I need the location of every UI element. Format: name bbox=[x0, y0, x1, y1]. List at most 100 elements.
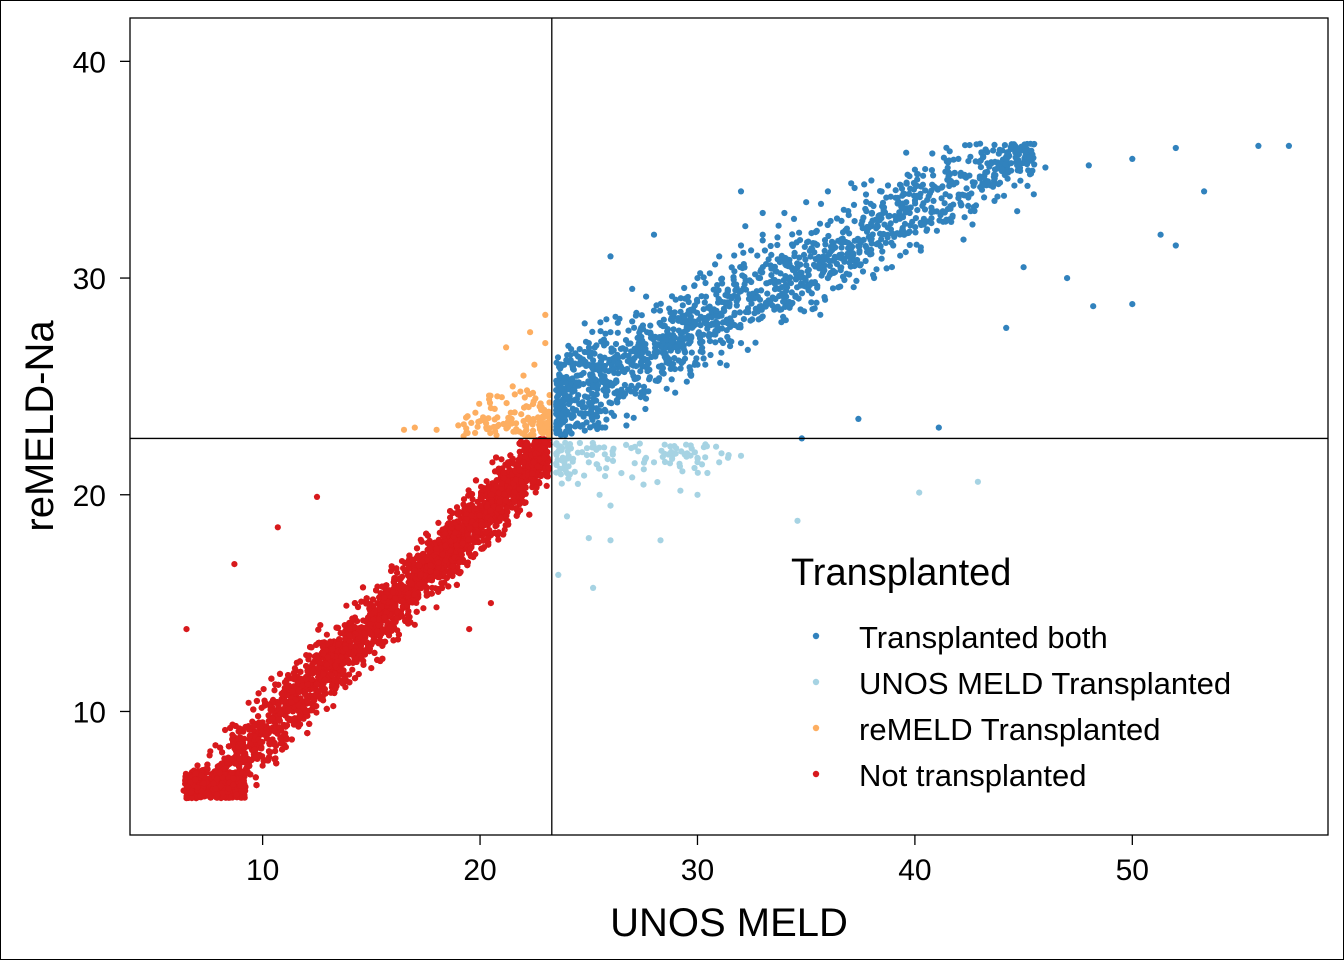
point-not-transplanted bbox=[447, 547, 454, 555]
point-unos-meld-transplanted bbox=[594, 461, 601, 468]
point-not-transplanted bbox=[303, 675, 310, 683]
point-not-transplanted bbox=[356, 647, 363, 654]
point-not-transplanted bbox=[453, 581, 460, 589]
point-unos-meld-transplanted bbox=[679, 468, 686, 475]
point-unos-meld-transplanted bbox=[601, 451, 608, 458]
point-not-transplanted bbox=[358, 655, 365, 662]
point-not-transplanted bbox=[304, 730, 311, 737]
point-transplanted-both bbox=[879, 248, 886, 255]
point-not-transplanted bbox=[257, 739, 264, 747]
point-remeld-transplanted bbox=[464, 413, 471, 420]
point-remeld-transplanted bbox=[495, 421, 502, 428]
point-unos-meld-transplanted bbox=[716, 459, 723, 466]
point-unos-meld-transplanted bbox=[618, 470, 625, 477]
point-not-transplanted bbox=[212, 742, 219, 749]
point-unos-meld-transplanted bbox=[553, 441, 560, 448]
point-not-transplanted bbox=[200, 780, 207, 787]
point-not-transplanted bbox=[495, 489, 502, 497]
point-not-transplanted bbox=[273, 760, 280, 767]
point-not-transplanted bbox=[183, 771, 190, 778]
point-not-transplanted bbox=[270, 740, 277, 748]
point-not-transplanted bbox=[411, 567, 418, 574]
point-not-transplanted bbox=[317, 659, 324, 666]
point-not-transplanted bbox=[433, 569, 440, 576]
point-remeld-transplanted bbox=[474, 423, 481, 430]
point-transplanted-both bbox=[736, 309, 744, 316]
point-not-transplanted bbox=[501, 491, 508, 498]
point-not-transplanted bbox=[230, 781, 237, 789]
point-not-transplanted bbox=[330, 703, 337, 710]
point-not-transplanted bbox=[252, 774, 259, 781]
point-not-transplanted bbox=[455, 508, 462, 515]
point-not-transplanted bbox=[522, 453, 529, 460]
point-not-transplanted bbox=[263, 757, 270, 764]
point-not-transplanted bbox=[358, 598, 365, 605]
point-remeld-transplanted bbox=[468, 419, 475, 426]
point-not-transplanted bbox=[433, 545, 440, 553]
point-not-transplanted bbox=[487, 507, 494, 514]
point-remeld-transplanted bbox=[546, 399, 553, 406]
point-not-transplanted bbox=[260, 686, 267, 693]
point-not-transplanted bbox=[533, 484, 540, 491]
point-not-transplanted bbox=[500, 469, 507, 476]
point-unos-meld-transplanted bbox=[583, 452, 591, 459]
point-not-transplanted bbox=[277, 727, 285, 734]
point-not-transplanted bbox=[346, 637, 353, 645]
point-unos-meld-transplanted bbox=[661, 458, 669, 466]
point-remeld-transplanted bbox=[542, 311, 549, 318]
point-unos-meld-transplanted bbox=[704, 469, 711, 477]
point-not-transplanted bbox=[438, 584, 446, 592]
point-not-transplanted bbox=[521, 499, 528, 506]
point-not-transplanted bbox=[409, 557, 416, 564]
point-remeld-transplanted bbox=[525, 404, 532, 411]
point-remeld-transplanted bbox=[521, 394, 528, 401]
point-not-transplanted bbox=[269, 715, 276, 722]
point-remeld-transplanted bbox=[536, 421, 543, 428]
point-remeld-transplanted bbox=[530, 431, 537, 439]
point-unos-meld-transplanted bbox=[683, 441, 690, 448]
point-not-transplanted bbox=[242, 723, 249, 731]
point-not-transplanted bbox=[285, 682, 292, 689]
point-remeld-transplanted bbox=[498, 394, 505, 401]
point-not-transplanted bbox=[370, 616, 377, 623]
point-not-transplanted bbox=[447, 520, 454, 528]
point-not-transplanted bbox=[272, 748, 279, 755]
point-not-transplanted bbox=[449, 563, 456, 570]
point-not-transplanted bbox=[390, 637, 397, 644]
point-unos-meld-transplanted bbox=[576, 439, 584, 447]
point-remeld-transplanted bbox=[532, 395, 539, 402]
point-remeld-transplanted bbox=[545, 411, 552, 418]
point-unos-meld-transplanted bbox=[574, 480, 582, 487]
point-unos-meld-transplanted bbox=[694, 491, 701, 498]
point-not-transplanted bbox=[466, 626, 473, 633]
point-not-transplanted bbox=[265, 748, 273, 755]
point-not-transplanted bbox=[250, 723, 257, 730]
point-unos-meld-transplanted bbox=[657, 537, 664, 544]
point-remeld-transplanted bbox=[546, 392, 553, 399]
point-transplanted-both bbox=[697, 270, 704, 277]
point-not-transplanted bbox=[442, 557, 449, 564]
point-not-transplanted bbox=[428, 590, 435, 597]
point-not-transplanted bbox=[416, 581, 423, 588]
point-not-transplanted bbox=[530, 459, 537, 466]
point-not-transplanted bbox=[379, 583, 386, 590]
point-transplanted-both bbox=[969, 221, 976, 228]
point-not-transplanted bbox=[381, 594, 388, 601]
point-not-transplanted bbox=[411, 591, 418, 598]
point-not-transplanted bbox=[332, 685, 339, 692]
point-not-transplanted bbox=[381, 614, 388, 621]
point-not-transplanted bbox=[237, 782, 244, 789]
point-not-transplanted bbox=[230, 775, 237, 782]
point-not-transplanted bbox=[320, 697, 327, 704]
point-not-transplanted bbox=[406, 598, 413, 605]
point-not-transplanted bbox=[489, 459, 496, 466]
point-not-transplanted bbox=[513, 512, 520, 519]
point-unos-meld-transplanted bbox=[623, 441, 630, 448]
point-transplanted-both bbox=[701, 299, 708, 306]
point-not-transplanted bbox=[346, 679, 353, 686]
point-not-transplanted bbox=[519, 490, 526, 497]
point-not-transplanted bbox=[323, 705, 330, 713]
point-not-transplanted bbox=[502, 497, 509, 504]
point-unos-meld-transplanted bbox=[725, 452, 732, 459]
point-remeld-transplanted bbox=[503, 344, 510, 351]
